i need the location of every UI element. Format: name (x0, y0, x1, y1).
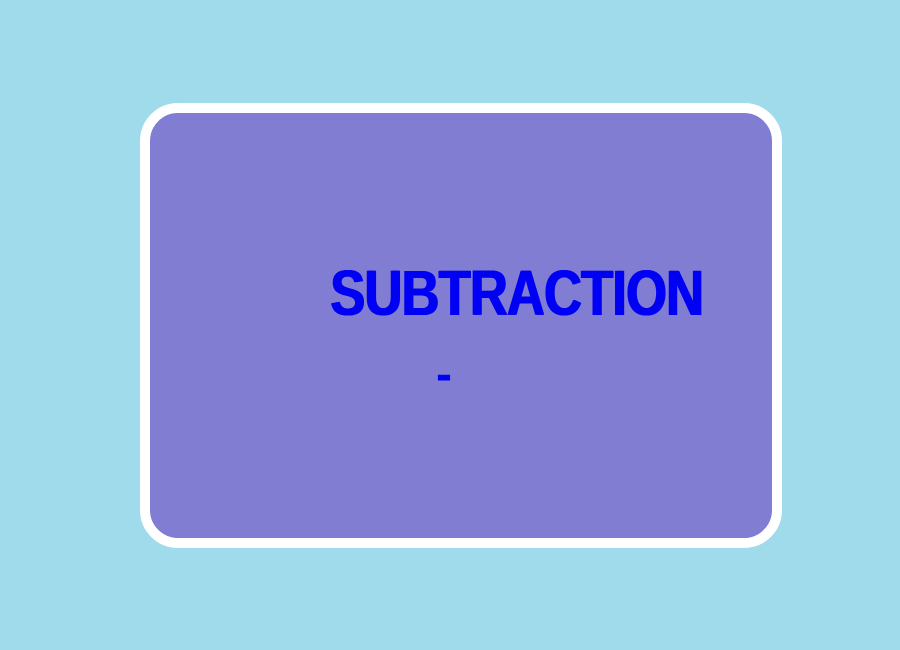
minus-symbol: - (436, 348, 452, 401)
card-title: SUBTRACTION (330, 257, 704, 329)
flashcard[interactable]: SUBTRACTION - (140, 103, 782, 548)
